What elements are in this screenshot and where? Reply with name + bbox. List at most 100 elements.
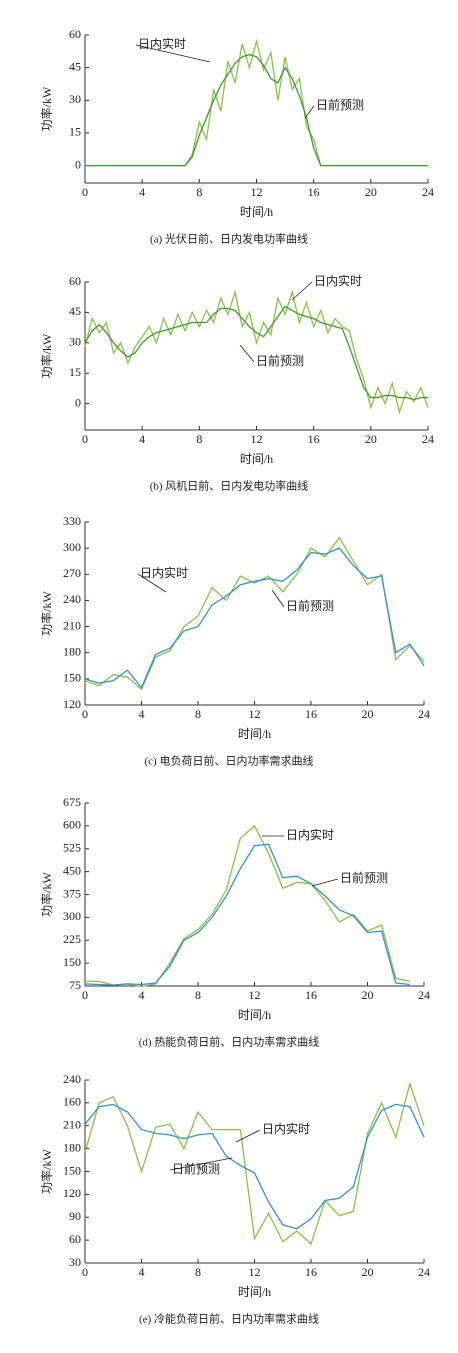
y-axis-title: 功率/kW — [39, 333, 54, 378]
x-tick-label: 12 — [249, 707, 261, 721]
series-line — [84, 547, 425, 689]
x-tick-label: 20 — [362, 707, 374, 721]
x-tick-label: 12 — [249, 988, 261, 1002]
x-tick-label: 24 — [418, 988, 430, 1002]
y-tick-label: 240 — [63, 592, 81, 606]
series-label: 日前预测 — [316, 97, 364, 112]
label-leader — [135, 44, 211, 63]
series-line — [84, 843, 410, 986]
x-tick-label: 4 — [139, 1265, 145, 1279]
x-tick-label: 16 — [305, 707, 317, 721]
y-tick-label: 45 — [69, 59, 81, 73]
y-tick-label: 0 — [75, 157, 81, 171]
caption: (b) 风机日前、日内发电功率曲线 — [150, 479, 309, 493]
label-leader — [271, 589, 285, 608]
label-leader — [169, 1157, 233, 1171]
label-leader — [291, 281, 313, 301]
x-tick-label: 0 — [82, 185, 88, 199]
y-tick-label: 150 — [63, 955, 81, 969]
x-tick-label: 12 — [251, 185, 263, 199]
x-tick-label: 4 — [139, 432, 145, 446]
label-leader — [239, 344, 255, 363]
x-tick-label: 0 — [82, 707, 88, 721]
x-tick-label: 4 — [139, 707, 145, 721]
y-tick-label: 15 — [69, 125, 81, 139]
x-tick-label: 8 — [196, 185, 202, 199]
y-tick-label: 210 — [63, 1118, 81, 1132]
x-tick-label: 16 — [305, 1265, 317, 1279]
y-tick-label: 60 — [69, 274, 81, 288]
y-axis-title: 功率/kW — [39, 1149, 54, 1194]
x-tick-label: 4 — [139, 185, 145, 199]
series-label: 日内实时 — [314, 273, 362, 288]
x-tick-label: 24 — [422, 432, 434, 446]
y-tick-label: 210 — [63, 618, 81, 632]
x-tick-label: 0 — [82, 432, 88, 446]
y-tick-label: 120 — [63, 697, 81, 711]
y-tick-label: 300 — [63, 909, 81, 923]
y-tick-label: 525 — [63, 841, 81, 855]
y-tick-label: 600 — [63, 818, 81, 832]
series-line — [84, 1081, 425, 1246]
y-tick-label: 75 — [69, 978, 81, 992]
x-tick-label: 20 — [365, 432, 377, 446]
series-label: 日前预测 — [172, 1161, 220, 1176]
series-label: 日前预测 — [286, 598, 334, 613]
series-label: 日内实时 — [138, 36, 186, 51]
x-axis-title: 时间/h — [238, 1285, 271, 1299]
y-tick-label: 60 — [69, 1232, 81, 1246]
series-line — [84, 289, 429, 415]
series-label: 日内实时 — [262, 1121, 310, 1136]
series-line — [85, 53, 428, 167]
y-tick-label: 0 — [75, 395, 81, 409]
x-axis-title: 时间/h — [240, 205, 273, 219]
x-tick-label: 20 — [362, 988, 374, 1002]
y-tick-label: 675 — [63, 795, 81, 809]
y-tick-label: 30 — [69, 1255, 81, 1269]
series-label: 日前预测 — [256, 353, 304, 368]
series-line — [85, 38, 428, 167]
series-label: 日内实时 — [140, 565, 188, 580]
label-leader — [304, 105, 315, 119]
y-tick-label: 15 — [69, 365, 81, 379]
caption: (d) 热能负荷日前、日内功率需求曲线 — [139, 1035, 320, 1049]
y-tick-label: 225 — [63, 932, 81, 946]
y-tick-label: 30 — [69, 335, 81, 349]
y-tick-label: 90 — [69, 1209, 81, 1223]
series-label: 日前预测 — [340, 870, 388, 885]
x-tick-label: 8 — [195, 707, 201, 721]
x-tick-label: 0 — [82, 988, 88, 1002]
series-line — [84, 536, 425, 691]
x-tick-label: 4 — [139, 988, 145, 1002]
y-tick-label: 150 — [63, 671, 81, 685]
caption: (c) 电负荷日前、日内功率需求曲线 — [145, 754, 314, 768]
y-tick-label: 240 — [63, 1072, 81, 1086]
series-line — [84, 1103, 425, 1230]
y-axis-title: 功率/kW — [39, 86, 54, 131]
x-tick-label: 16 — [305, 988, 317, 1002]
y-tick-label: 180 — [63, 1140, 81, 1154]
x-tick-label: 16 — [308, 185, 320, 199]
y-tick-label: 150 — [63, 1163, 81, 1177]
series-line — [84, 305, 428, 401]
x-tick-label: 12 — [249, 1265, 261, 1279]
y-tick-label: 300 — [63, 540, 81, 554]
y-tick-label: 160 — [63, 1095, 81, 1109]
x-axis-title: 时间/h — [240, 452, 273, 466]
y-tick-label: 375 — [63, 886, 81, 900]
x-axis-title: 时间/h — [238, 1008, 271, 1022]
y-tick-label: 330 — [63, 514, 81, 528]
x-tick-label: 20 — [365, 185, 377, 199]
label-leader — [137, 573, 167, 593]
y-axis-title: 功率/kW — [39, 591, 54, 636]
x-axis-title: 时间/h — [238, 727, 271, 741]
label-leader — [311, 878, 339, 887]
series-label: 日内实时 — [286, 827, 334, 842]
x-tick-label: 12 — [251, 432, 263, 446]
x-tick-label: 24 — [418, 707, 430, 721]
y-tick-label: 450 — [63, 863, 81, 877]
x-tick-label: 24 — [422, 185, 434, 199]
y-tick-label: 60 — [69, 27, 81, 41]
x-tick-label: 24 — [418, 1265, 430, 1279]
